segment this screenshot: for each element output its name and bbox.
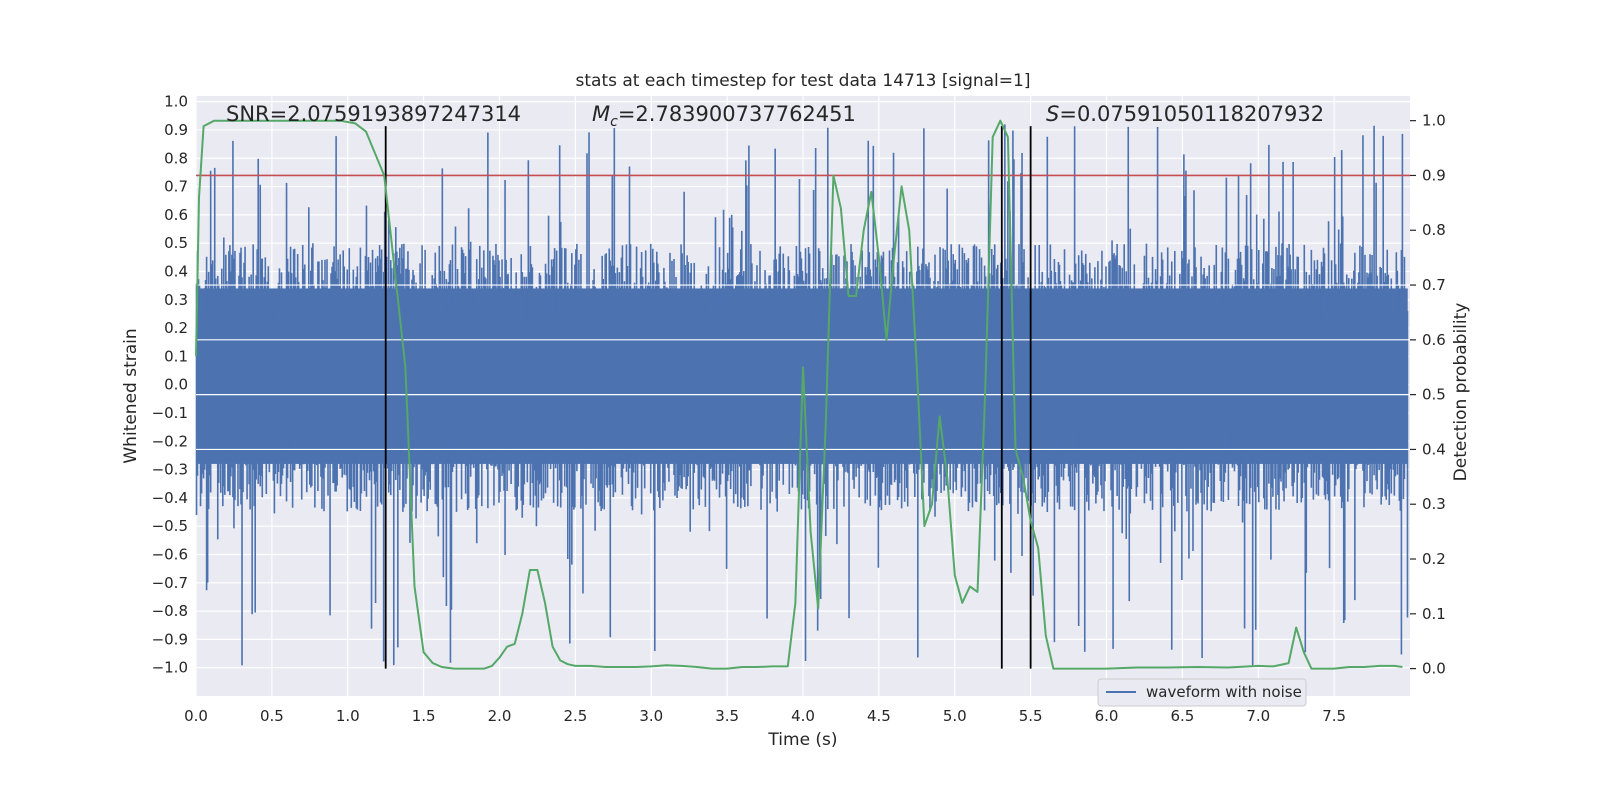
- y-tick-label: −1.0: [152, 659, 188, 677]
- x-tick-label: 3.5: [715, 707, 739, 725]
- x-tick-label: 0.0: [184, 707, 208, 725]
- y-tick-label: −0.2: [152, 432, 188, 450]
- snr-annotation: SNR=2.0759193897247314: [226, 102, 521, 126]
- x-tick-label: 2.5: [563, 707, 587, 725]
- vertical-markers: [384, 126, 1032, 669]
- x-tick-label: 7.5: [1322, 707, 1346, 725]
- y-right-tick-label: 0.4: [1422, 440, 1446, 458]
- x-tick-label: 5.5: [1019, 707, 1043, 725]
- strain-series: [195, 124, 1410, 666]
- y-tick-label: 0.0: [164, 376, 188, 394]
- y-right-tick-label: 0.5: [1422, 386, 1446, 404]
- y-tick-label: −0.1: [152, 404, 188, 422]
- y-tick-label: −0.8: [152, 602, 188, 620]
- y-tick-label: 0.8: [164, 149, 188, 167]
- legend-box: [1097, 678, 1307, 707]
- y-tick-label: −0.6: [152, 545, 188, 563]
- y-tick-label: 0.1: [164, 347, 188, 365]
- s-value: =0.07591050118207932: [1059, 102, 1324, 126]
- y-tick-label: 0.5: [164, 234, 188, 252]
- y-tick-label: 0.2: [164, 319, 188, 337]
- axes: 0.0 0.5 1.0 1.5 2.0 2.5 3.0 3.5 4.0 4.5 5.0 5.5 6.0 6…: [152, 93, 1446, 725]
- y-right-tick-label: 0.1: [1422, 605, 1446, 623]
- chirp-mass-symbol: M: [592, 102, 610, 126]
- y-right-tick-label: 0.8: [1422, 221, 1446, 239]
- detection-probability-line: [195, 119, 1403, 670]
- chirp-mass-subscript: c: [610, 114, 618, 130]
- x-tick-label: 0.5: [260, 707, 284, 725]
- y-tick-label: −0.4: [152, 489, 188, 507]
- s-symbol: S: [1046, 102, 1059, 126]
- x-tick-label: 1.0: [336, 707, 360, 725]
- y-right-tick-label: 1.0: [1422, 112, 1446, 130]
- y-tick-label: 0.7: [164, 178, 188, 196]
- legend-label: waveform with noise: [1146, 683, 1302, 701]
- y-tick-label: −0.5: [152, 517, 188, 535]
- x-tick-label: 6.5: [1170, 707, 1194, 725]
- x-tick-label: 3.0: [639, 707, 663, 725]
- y-tick-label: −0.7: [152, 574, 188, 592]
- x-tick-label: 7.0: [1246, 707, 1270, 725]
- x-axis-label: Time (s): [767, 730, 837, 750]
- y-right-tick-label: 0.7: [1422, 276, 1446, 294]
- y-tick-label: 0.9: [164, 121, 188, 139]
- chart-title: stats at each timestep for test data 147…: [576, 71, 1031, 91]
- legend: waveform with noise: [1097, 678, 1307, 707]
- y-tick-label: 0.6: [164, 206, 188, 224]
- strain-waveform: [195, 124, 1409, 666]
- y-tick-label: 0.4: [164, 262, 188, 280]
- x-tick-label: 2.0: [488, 707, 512, 725]
- x-tick-label: 1.5: [412, 707, 436, 725]
- x-tick-label: 5.0: [943, 707, 967, 725]
- chirp-mass-annotation: Mc=2.783900737762451: [592, 102, 856, 130]
- x-tick-label: 4.0: [791, 707, 815, 725]
- y-tick-label: −0.3: [152, 461, 188, 479]
- chirp-mass-value: =2.783900737762451: [618, 102, 856, 126]
- x-tick-label: 6.0: [1095, 707, 1119, 725]
- y-right-tick-label: 0.3: [1422, 495, 1446, 513]
- y-axis-right-label: Detection probability: [1451, 303, 1471, 482]
- y-tick-label: −0.9: [152, 630, 188, 648]
- y-right-tick-label: 0.2: [1422, 550, 1446, 568]
- y-tick-label: 0.3: [164, 291, 188, 309]
- y-tick-label: 1.0: [164, 93, 188, 111]
- y-right-tick-label: 0.0: [1422, 660, 1446, 678]
- y-axis-label: Whitened strain: [121, 328, 141, 463]
- s-annotation: S=0.07591050118207932: [1046, 102, 1324, 126]
- y-right-tick-label: 0.6: [1422, 331, 1446, 349]
- y-right-tick-label: 0.9: [1422, 166, 1446, 184]
- x-tick-label: 4.5: [867, 707, 891, 725]
